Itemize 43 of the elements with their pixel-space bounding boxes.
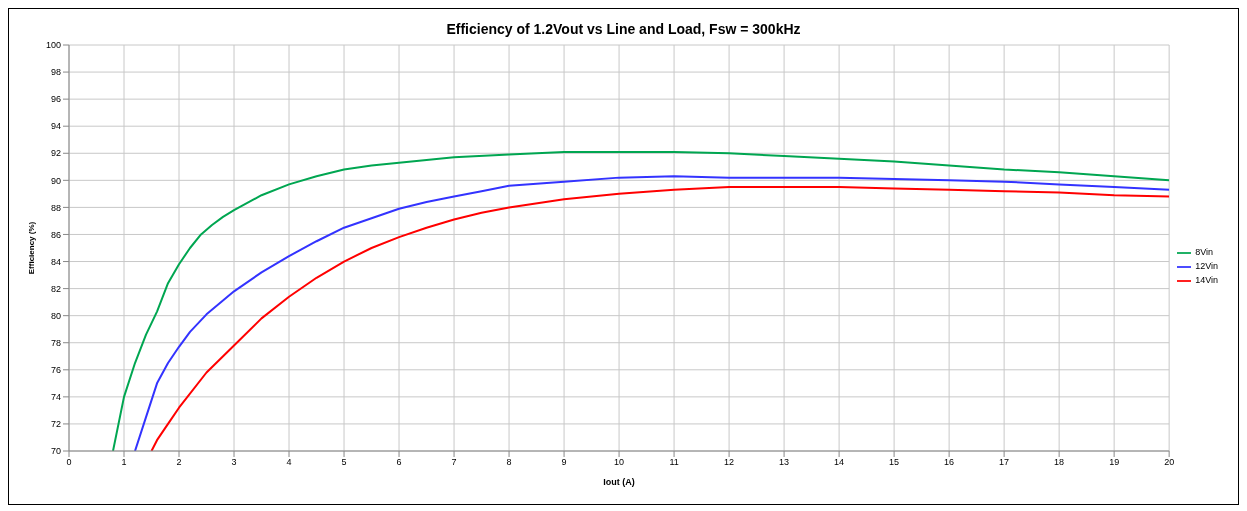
x-tick-label: 3 — [231, 457, 237, 468]
x-tick-label: 2 — [176, 457, 182, 468]
y-tick-label: 80 — [50, 310, 61, 321]
x-tick-label: 10 — [614, 457, 625, 468]
x-tick-label: 19 — [1109, 457, 1120, 468]
y-tick-label: 72 — [50, 419, 61, 430]
x-tick-label: 4 — [286, 457, 292, 468]
x-tick-label: 20 — [1164, 457, 1175, 468]
legend-label: 12Vin — [1195, 261, 1218, 272]
x-tick-label: 13 — [779, 457, 790, 468]
y-tick-label: 96 — [50, 94, 61, 105]
y-tick-label: 90 — [50, 175, 61, 186]
y-tick-label: 84 — [50, 256, 61, 267]
y-tick-label: 98 — [50, 67, 61, 78]
y-axis-title: Efficiency (%) — [26, 221, 36, 275]
y-tick-label: 86 — [50, 229, 61, 240]
y-tick-label: 70 — [50, 446, 61, 457]
y-tick-label: 74 — [50, 392, 61, 403]
legend-label: 14Vin — [1195, 275, 1218, 286]
y-tick-label: 88 — [50, 202, 61, 213]
chart-title: Efficiency of 1.2Vout vs Line and Load, Fsw = 300kHz — [445, 21, 802, 37]
x-tick-label: 11 — [669, 457, 679, 468]
x-tick-label: 0 — [66, 457, 72, 468]
y-tick-label: 100 — [45, 40, 61, 51]
x-tick-label: 9 — [561, 457, 567, 468]
x-tick-label: 8 — [506, 457, 512, 468]
legend-label: 8Vin — [1195, 247, 1213, 258]
y-tick-label: 94 — [50, 121, 61, 132]
x-tick-label: 7 — [451, 457, 457, 468]
y-tick-label: 82 — [50, 283, 61, 294]
x-tick-label: 6 — [396, 457, 402, 468]
x-tick-label: 5 — [341, 457, 347, 468]
x-tick-label: 17 — [999, 457, 1010, 468]
x-axis-title: Iout (A) — [603, 477, 635, 487]
y-tick-label: 92 — [50, 148, 61, 159]
x-tick-label: 18 — [1054, 457, 1065, 468]
y-tick-label: 76 — [50, 364, 61, 375]
x-tick-label: 14 — [834, 457, 845, 468]
x-tick-label: 15 — [889, 457, 900, 468]
x-tick-label: 16 — [944, 457, 955, 468]
y-tick-label: 78 — [50, 337, 61, 348]
x-tick-label: 12 — [724, 457, 735, 468]
x-tick-label: 1 — [121, 457, 127, 468]
